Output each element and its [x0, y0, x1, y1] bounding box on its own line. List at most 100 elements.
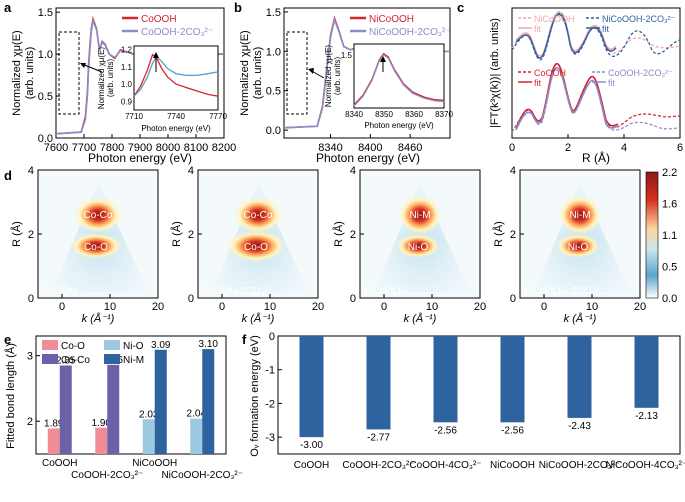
x-axis-label-a: Photon energy (eV)	[88, 151, 192, 165]
x-tick-label: 7900	[128, 142, 152, 154]
inset-y-units-a: (arb. units)	[106, 59, 115, 98]
panel-label-d: d	[4, 168, 12, 183]
y-tick-label: -1	[265, 365, 275, 377]
y-tick-label: 1.0	[266, 46, 281, 58]
x-category-label-f: CoOOH-2CO₃²⁻	[342, 460, 414, 471]
legend-label-c-coooh-fit: fit	[534, 78, 542, 88]
legend-label-coooh: CoOOH	[141, 14, 177, 25]
y-axis-label-f: Oᵥ formation energy (eV)	[249, 335, 261, 457]
inset-a-series-0	[133, 53, 219, 97]
x-category-label-e: CoOOH	[42, 458, 78, 469]
panel-label-e: e	[4, 332, 11, 347]
x-tick-label: 0	[219, 301, 225, 313]
x-axis-label-b: Photon energy (eV)	[316, 151, 420, 165]
legend-label-c-nicoooh-fit: fit	[534, 24, 542, 34]
x-tick-label: 8100	[184, 142, 208, 154]
wavelet-peak-lower	[226, 230, 286, 262]
x-tick-label: 20	[634, 301, 646, 313]
x-category-label-e: CoOOH-2CO₃²⁻	[71, 470, 143, 481]
bars-f: -3.00 -2.77 -2.56 -2.56 -2.43 -2.13	[299, 336, 659, 451]
y-axis-label-d: R (Å)	[332, 221, 345, 247]
bar-f-1	[366, 336, 391, 430]
x-tick-label: 0	[509, 142, 515, 154]
bar-value-label-e: 3.09	[151, 340, 171, 351]
y-axis-units-b: (arb. units)	[252, 47, 264, 100]
legend-swatch-e	[104, 354, 120, 364]
bar-value-label-f: -2.77	[367, 432, 390, 443]
wavelet-peak-upper	[234, 197, 282, 233]
bar-value-label-f: -2.43	[568, 421, 591, 432]
x-ticks-a: 7600 7700 7800 7900 8000 8100 8200	[44, 134, 236, 154]
panel-b: b 0.0 0.5 1.0 1.5 8340 8400 8460 Photon energ…	[234, 0, 453, 165]
curve-coooh-2co3	[511, 67, 681, 133]
panel-a: a 0.0 0.5 1.0 1.5 7600 7700 7800 7900 8000 8100 8…	[4, 0, 236, 165]
x-tick-label: 2	[565, 142, 571, 154]
bar-e-4	[142, 419, 155, 454]
y-tick-label: 1.0	[38, 49, 53, 61]
plot-frame-f	[277, 335, 681, 455]
y-axis-label-d: R (Å)	[492, 221, 505, 247]
y-tick-label: 4	[188, 165, 194, 177]
x-tick-label: 20	[152, 301, 164, 313]
x-tick-label: 8200	[212, 142, 236, 154]
bar-e-2	[95, 427, 108, 454]
y-tick-label: 0	[28, 293, 34, 305]
x-tick-label: 8460	[398, 142, 422, 154]
inset-y-tick-label: 1.2	[121, 45, 133, 54]
y-ticks-f: 0 -1 -2 -3	[265, 331, 282, 444]
wavelet-peak-lower	[70, 233, 122, 259]
y-axis-label-c: |FT(k³χ(k))| (arb. units)	[489, 18, 501, 128]
inset-ticks-a: 0.9 1.0 1.1 1.2 7710 7740 7770	[121, 45, 228, 121]
bar-e-1	[59, 365, 72, 454]
curve-nicoooh	[511, 10, 681, 59]
y-tick-label: 2	[510, 229, 516, 241]
x-tick-label: 10	[426, 301, 438, 313]
y-ticks-b: 0.0 0.5 1.0 1.5	[266, 7, 288, 137]
x-ticks-b: 8340 8400 8460	[318, 134, 422, 154]
legend-label-c-nicoooh: NiCoOOH	[534, 14, 575, 24]
y-tick-label: 0	[188, 293, 194, 305]
legend-swatch-e	[42, 354, 58, 364]
bar-value-label-e: 2.04	[187, 409, 207, 420]
panel-label-c: c	[457, 0, 464, 15]
y-tick-label: 0.0	[266, 125, 281, 137]
y-tick-label: -2	[265, 398, 275, 410]
wavelet-peak-label-lower: Co-O	[84, 242, 108, 253]
x-axis-label-d: k (Å⁻¹)	[564, 312, 597, 325]
colorbar: 2.2 1.6 1.1 0.5 0.0	[645, 167, 677, 305]
wavelet-peak-lower	[556, 234, 600, 258]
legend-label-coooh-2co3: CoOOH-2CO₃²⁻	[141, 27, 213, 38]
inset-peak-arrow-head-b	[380, 56, 386, 62]
colorbar-tick-label: 0.5	[662, 262, 677, 274]
y-tick-label: 0.5	[266, 86, 281, 98]
legend-label-nicoooh: NiCoOOH	[369, 14, 414, 25]
bar-e-6	[190, 418, 203, 454]
y-tick-label: 0	[510, 293, 516, 305]
y-tick-label: 2	[188, 229, 194, 241]
legend-label-nicoooh-2co3: NiCoOOH-2CO₃²⁻	[369, 27, 451, 38]
bar-value-label-e: 3.10	[199, 339, 219, 350]
panel-label-a: a	[4, 0, 12, 15]
bar-e-5	[154, 349, 167, 454]
wavelet-peak-lower	[396, 234, 440, 258]
colorbar-tick-label: 1.6	[662, 199, 677, 211]
x-axis-label-c: R (Å)	[582, 150, 610, 165]
curve-coooh-2co3-fit	[515, 67, 619, 131]
y-tick-label: -3	[265, 432, 275, 444]
bar-value-label-f: -2.56	[434, 425, 457, 436]
legend-c-top: NiCoOOH fit NiCoOOH-2CO₃²⁻ fit	[518, 14, 676, 34]
legend-c-bottom: CoOOH fit CoOOH-2CO₃²⁻ fit	[518, 68, 673, 88]
y-tick-label: 4	[510, 165, 516, 177]
inset-ticks-b: 1.5 8340 8350 8360 8370	[341, 51, 454, 119]
wavelet-peak-label-upper: Ni-M	[569, 210, 590, 221]
x-tick-label: 8400	[358, 142, 382, 154]
x-tick-label: 4	[621, 142, 627, 154]
inset-peak-arrow-head-a	[153, 52, 159, 58]
bar-value-label-f: -2.13	[635, 411, 658, 422]
y-tick-label: 2	[28, 229, 34, 241]
bar-e-0	[47, 428, 60, 454]
legend-label-e: Ni-M	[123, 355, 144, 366]
zoom-box-a	[58, 31, 80, 115]
